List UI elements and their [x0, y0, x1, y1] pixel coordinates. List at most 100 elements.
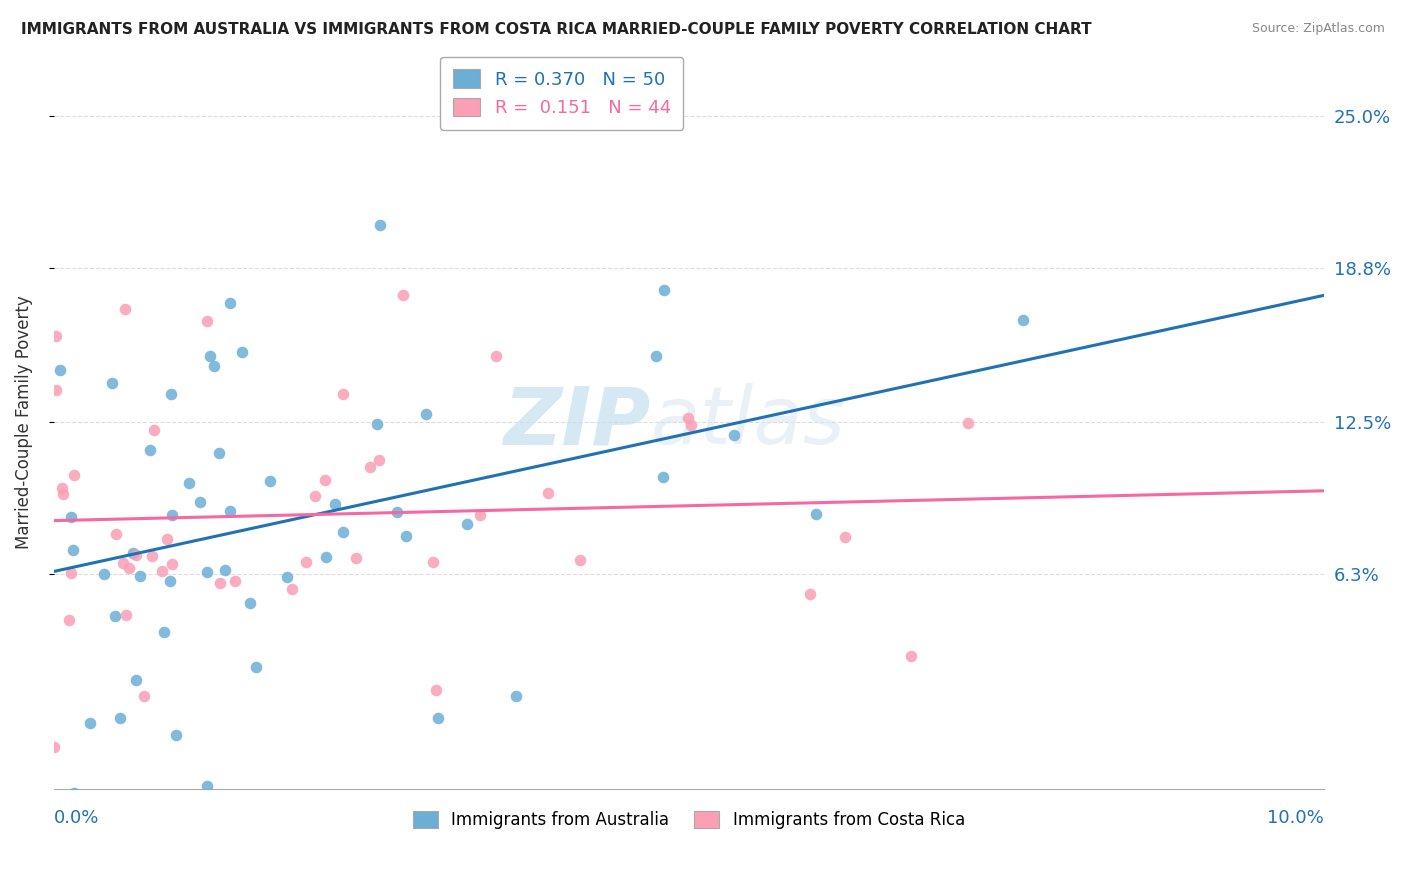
- Point: [165, 728, 187, 742]
- Point: [132, 689, 155, 703]
- Point: [723, 427, 745, 442]
- Point: [370, 219, 392, 233]
- Point: [52, 486, 75, 500]
- Point: [956, 416, 979, 430]
- Point: [245, 660, 267, 674]
- Point: [315, 549, 337, 564]
- Point: [654, 283, 676, 297]
- Point: [105, 526, 128, 541]
- Point: [415, 407, 437, 421]
- Point: [179, 476, 201, 491]
- Point: [239, 596, 262, 610]
- Point: [160, 508, 183, 522]
- Point: [344, 551, 367, 566]
- Point: [456, 517, 478, 532]
- Point: [368, 452, 391, 467]
- Point: [141, 549, 163, 564]
- Point: [218, 504, 240, 518]
- Point: [58, 613, 80, 627]
- Point: [153, 624, 176, 639]
- Point: [45, 384, 67, 398]
- Text: ZIP: ZIP: [503, 384, 651, 461]
- Point: [138, 442, 160, 457]
- Point: [93, 566, 115, 581]
- Point: [276, 570, 298, 584]
- Point: [224, 574, 246, 589]
- Point: [900, 648, 922, 663]
- Point: [799, 586, 821, 600]
- Point: [125, 673, 148, 688]
- Point: [259, 474, 281, 488]
- Point: [385, 505, 408, 519]
- Text: 0.0%: 0.0%: [53, 809, 100, 827]
- Y-axis label: Married-Couple Family Poverty: Married-Couple Family Poverty: [15, 295, 32, 549]
- Point: [214, 563, 236, 577]
- Point: [391, 288, 413, 302]
- Point: [63, 467, 86, 482]
- Point: [195, 314, 218, 328]
- Point: [484, 349, 506, 363]
- Point: [142, 424, 165, 438]
- Point: [159, 574, 181, 588]
- Point: [231, 345, 253, 359]
- Point: [366, 417, 388, 431]
- Point: [79, 716, 101, 731]
- Point: [568, 553, 591, 567]
- Point: [304, 490, 326, 504]
- Point: [834, 530, 856, 544]
- Point: [59, 566, 82, 580]
- Point: [505, 690, 527, 704]
- Point: [51, 481, 73, 495]
- Point: [425, 683, 447, 698]
- Point: [122, 546, 145, 560]
- Point: [42, 739, 65, 754]
- Point: [208, 446, 231, 460]
- Point: [190, 494, 212, 508]
- Point: [111, 556, 134, 570]
- Point: [63, 786, 86, 800]
- Point: [323, 497, 346, 511]
- Point: [295, 556, 318, 570]
- Point: [150, 564, 173, 578]
- Point: [160, 387, 183, 401]
- Point: [101, 376, 124, 390]
- Point: [125, 548, 148, 562]
- Point: [644, 349, 666, 363]
- Point: [422, 554, 444, 568]
- Point: [1012, 312, 1035, 326]
- Text: Source: ZipAtlas.com: Source: ZipAtlas.com: [1251, 22, 1385, 36]
- Point: [679, 418, 702, 433]
- Point: [104, 609, 127, 624]
- Point: [395, 528, 418, 542]
- Point: [652, 469, 675, 483]
- Point: [60, 510, 83, 524]
- Point: [110, 711, 132, 725]
- Point: [219, 296, 242, 310]
- Point: [129, 568, 152, 582]
- Point: [537, 486, 560, 500]
- Point: [804, 507, 827, 521]
- Point: [155, 532, 177, 546]
- Point: [314, 473, 336, 487]
- Text: atlas: atlas: [651, 384, 845, 461]
- Point: [281, 582, 304, 596]
- Point: [427, 711, 450, 725]
- Text: 10.0%: 10.0%: [1267, 809, 1324, 827]
- Point: [202, 359, 225, 374]
- Point: [162, 557, 184, 571]
- Point: [332, 387, 354, 401]
- Point: [115, 608, 138, 623]
- Point: [118, 560, 141, 574]
- Point: [678, 410, 700, 425]
- Point: [198, 349, 221, 363]
- Point: [45, 329, 67, 343]
- Point: [359, 460, 381, 475]
- Point: [114, 302, 136, 317]
- Point: [195, 566, 218, 580]
- Point: [62, 543, 84, 558]
- Text: IMMIGRANTS FROM AUSTRALIA VS IMMIGRANTS FROM COSTA RICA MARRIED-COUPLE FAMILY PO: IMMIGRANTS FROM AUSTRALIA VS IMMIGRANTS …: [21, 22, 1091, 37]
- Point: [195, 779, 218, 793]
- Point: [468, 508, 491, 523]
- Legend: Immigrants from Australia, Immigrants from Costa Rica: Immigrants from Australia, Immigrants fr…: [406, 805, 972, 836]
- Point: [49, 363, 72, 377]
